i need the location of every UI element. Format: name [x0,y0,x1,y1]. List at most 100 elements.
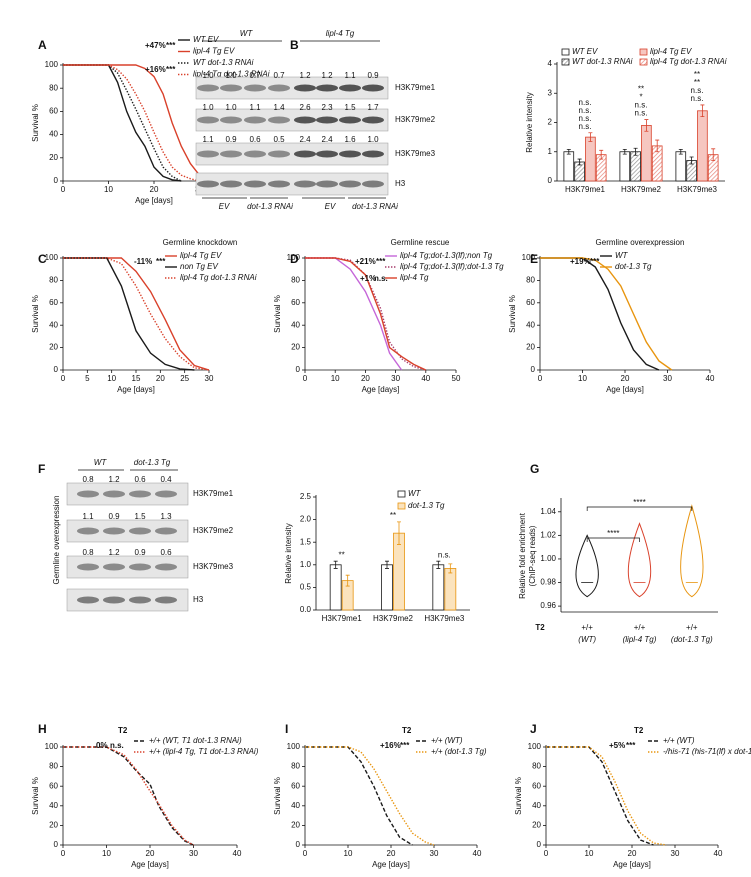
annotation: +16% [145,65,166,74]
annotation: +5% [609,741,625,750]
y-tick-label: 1 [548,147,553,156]
chart-title: Germline knockdown [163,238,238,247]
violin [575,534,599,598]
annotation: *** [590,257,600,266]
y-tick-label: 80 [49,83,58,92]
blot-strip [195,108,389,132]
significance-label: * [639,93,642,102]
x-axis-label: Age [days] [362,385,400,394]
legend-swatch [639,58,648,66]
group-label: WT [240,29,254,38]
y-tick-label: 20 [291,821,300,830]
lane-label: EV [219,202,230,211]
blot-band [197,84,219,92]
intensity-value: 1.2 [299,71,311,80]
intensity-value: 1.2 [108,548,120,557]
y-axis-label: Survival % [273,295,282,333]
y-tick-label: 40 [526,320,535,329]
significance-label: n.s. [579,106,592,115]
row-label: T2 [535,623,545,632]
legend-label: lipl-4 Tg [400,273,429,282]
survival-curve [63,257,210,371]
y-tick-label: 100 [45,742,59,751]
y-tick-label: 0 [54,840,59,849]
bar [563,151,575,182]
intensity-value: 0.4 [160,475,172,484]
significance-label: ** [390,511,396,520]
x-tick-label: H3K79me2 [621,185,662,194]
y-axis-label: Survival % [508,295,517,333]
significance-label: ** [638,85,644,94]
significance-label: **** [607,529,619,538]
blot-band [220,116,242,124]
intensity-value: 1.2 [108,475,120,484]
error-bar [345,574,350,587]
y-tick-label: 2.5 [300,492,312,501]
bar [675,151,687,182]
y-tick-label: 0 [54,176,59,185]
y-axis-label: Relative intensity [525,92,534,152]
x-tick-label: 20 [146,849,155,858]
blot-band [155,490,177,498]
blot-band [220,84,242,92]
intensity-value: 0.9 [225,135,237,144]
blot-band [316,180,338,188]
annotation: *** [400,741,410,750]
blot-band [244,116,266,124]
y-tick-label: 80 [291,762,300,771]
blot-strip [66,482,189,506]
x-tick-label: (lipl-4 Tg) [623,635,657,644]
y-tick-label: 0 [296,840,301,849]
intensity-value: 1.0 [367,135,379,144]
intensity-value: 2.4 [299,135,311,144]
row-label: H3 [395,179,406,188]
x-tick-label: 15 [132,374,141,383]
y-tick-label: 100 [287,253,301,262]
y-tick-label: 20 [49,153,58,162]
blot-strip [66,588,189,612]
intensity-value: 2.6 [299,103,311,112]
blot-band [339,84,361,92]
survival-curve [540,257,660,371]
lane-label: dot-1.3 RNAi [247,202,293,211]
survival-curve [63,257,195,371]
error-bar [385,560,389,569]
bar [697,110,708,182]
intensity-value: 1.3 [160,512,172,521]
survival-curve [546,746,667,846]
error-bar [622,149,627,155]
error-bar [644,119,649,132]
survival-curve [63,64,182,182]
y-tick-label: 0.5 [300,583,312,592]
x-tick-label: 0 [61,185,66,194]
x-tick-label: 20 [628,849,637,858]
legend-label: WT [615,251,629,260]
bar [619,151,631,182]
y-tick-label: 0.96 [540,601,556,610]
x-tick-label: 20 [150,185,159,194]
blot-band [316,116,338,124]
legend-label: lipl-4 Tg dot-1.3 RNAi [650,57,727,66]
error-bar [678,149,683,155]
blot-band [77,563,99,571]
annotation: *** [166,65,176,74]
intensity-value: 0.8 [82,475,94,484]
legend-swatch [561,58,570,66]
y-tick-label: 0 [548,176,553,185]
blot-band [244,150,266,158]
y-tick-label: 60 [526,298,535,307]
y-tick-label: 60 [49,781,58,790]
blot-band [129,596,151,604]
y-tick-label: 1.02 [540,530,556,539]
blot-band [197,180,219,188]
annotation: +47% [145,41,166,50]
y-tick-label: 2.0 [300,515,312,524]
x-tick-label: 0 [303,374,308,383]
x-tick-label: H3K79me1 [565,185,606,194]
x-tick-label: 0 [303,849,308,858]
error-bar [599,149,604,160]
x-tick-label: 0 [544,849,549,858]
blot-band [155,596,177,604]
significance-label: n.s. [635,109,648,118]
